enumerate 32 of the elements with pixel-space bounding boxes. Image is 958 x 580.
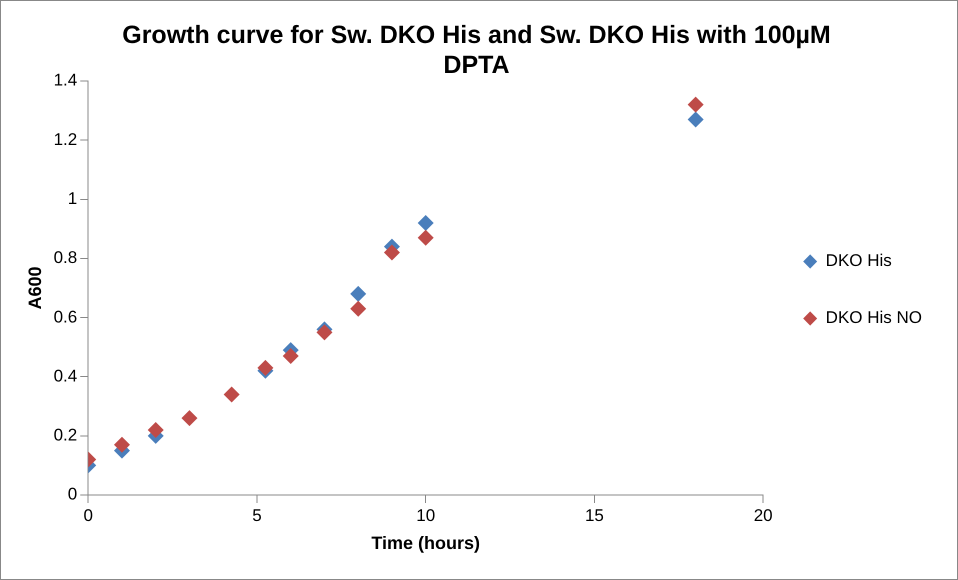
legend-label: DKO His [826, 251, 892, 270]
point [418, 230, 434, 246]
y-tick-label: 0.2 [54, 426, 78, 445]
point [350, 300, 366, 317]
point [181, 410, 198, 426]
y-tick-label: 0.4 [54, 366, 78, 386]
point [350, 286, 366, 302]
point [316, 324, 332, 340]
x-tick-label: 5 [252, 506, 262, 525]
y-tick-label: 0.6 [54, 307, 78, 326]
point [688, 111, 704, 128]
x-tick-label: 10 [416, 506, 436, 525]
point [282, 348, 299, 364]
legend-label: DKO His NO [826, 308, 922, 328]
chart-title: Growth curve for Sw. DKO His and Sw. DKO His with 100µM DPTA [122, 20, 831, 79]
point [418, 214, 434, 231]
y-tick-label: 0.8 [54, 248, 78, 268]
y-axis-title: A600 [24, 266, 45, 310]
point [688, 96, 704, 113]
y-tick-label: 1.2 [54, 130, 78, 149]
y-tick-label: 0 [68, 484, 78, 504]
point [148, 422, 164, 438]
y-tick-label: 1.4 [54, 70, 78, 90]
x-axis-title: Time (hours) [371, 533, 480, 554]
point [384, 244, 400, 261]
point [257, 360, 274, 376]
y-tick-label: 1 [68, 188, 78, 208]
x-tick-label: 20 [754, 506, 773, 525]
x-tick-label: 15 [584, 506, 604, 525]
x-tick-label: 0 [84, 506, 93, 525]
point [224, 386, 240, 402]
point [114, 436, 130, 453]
